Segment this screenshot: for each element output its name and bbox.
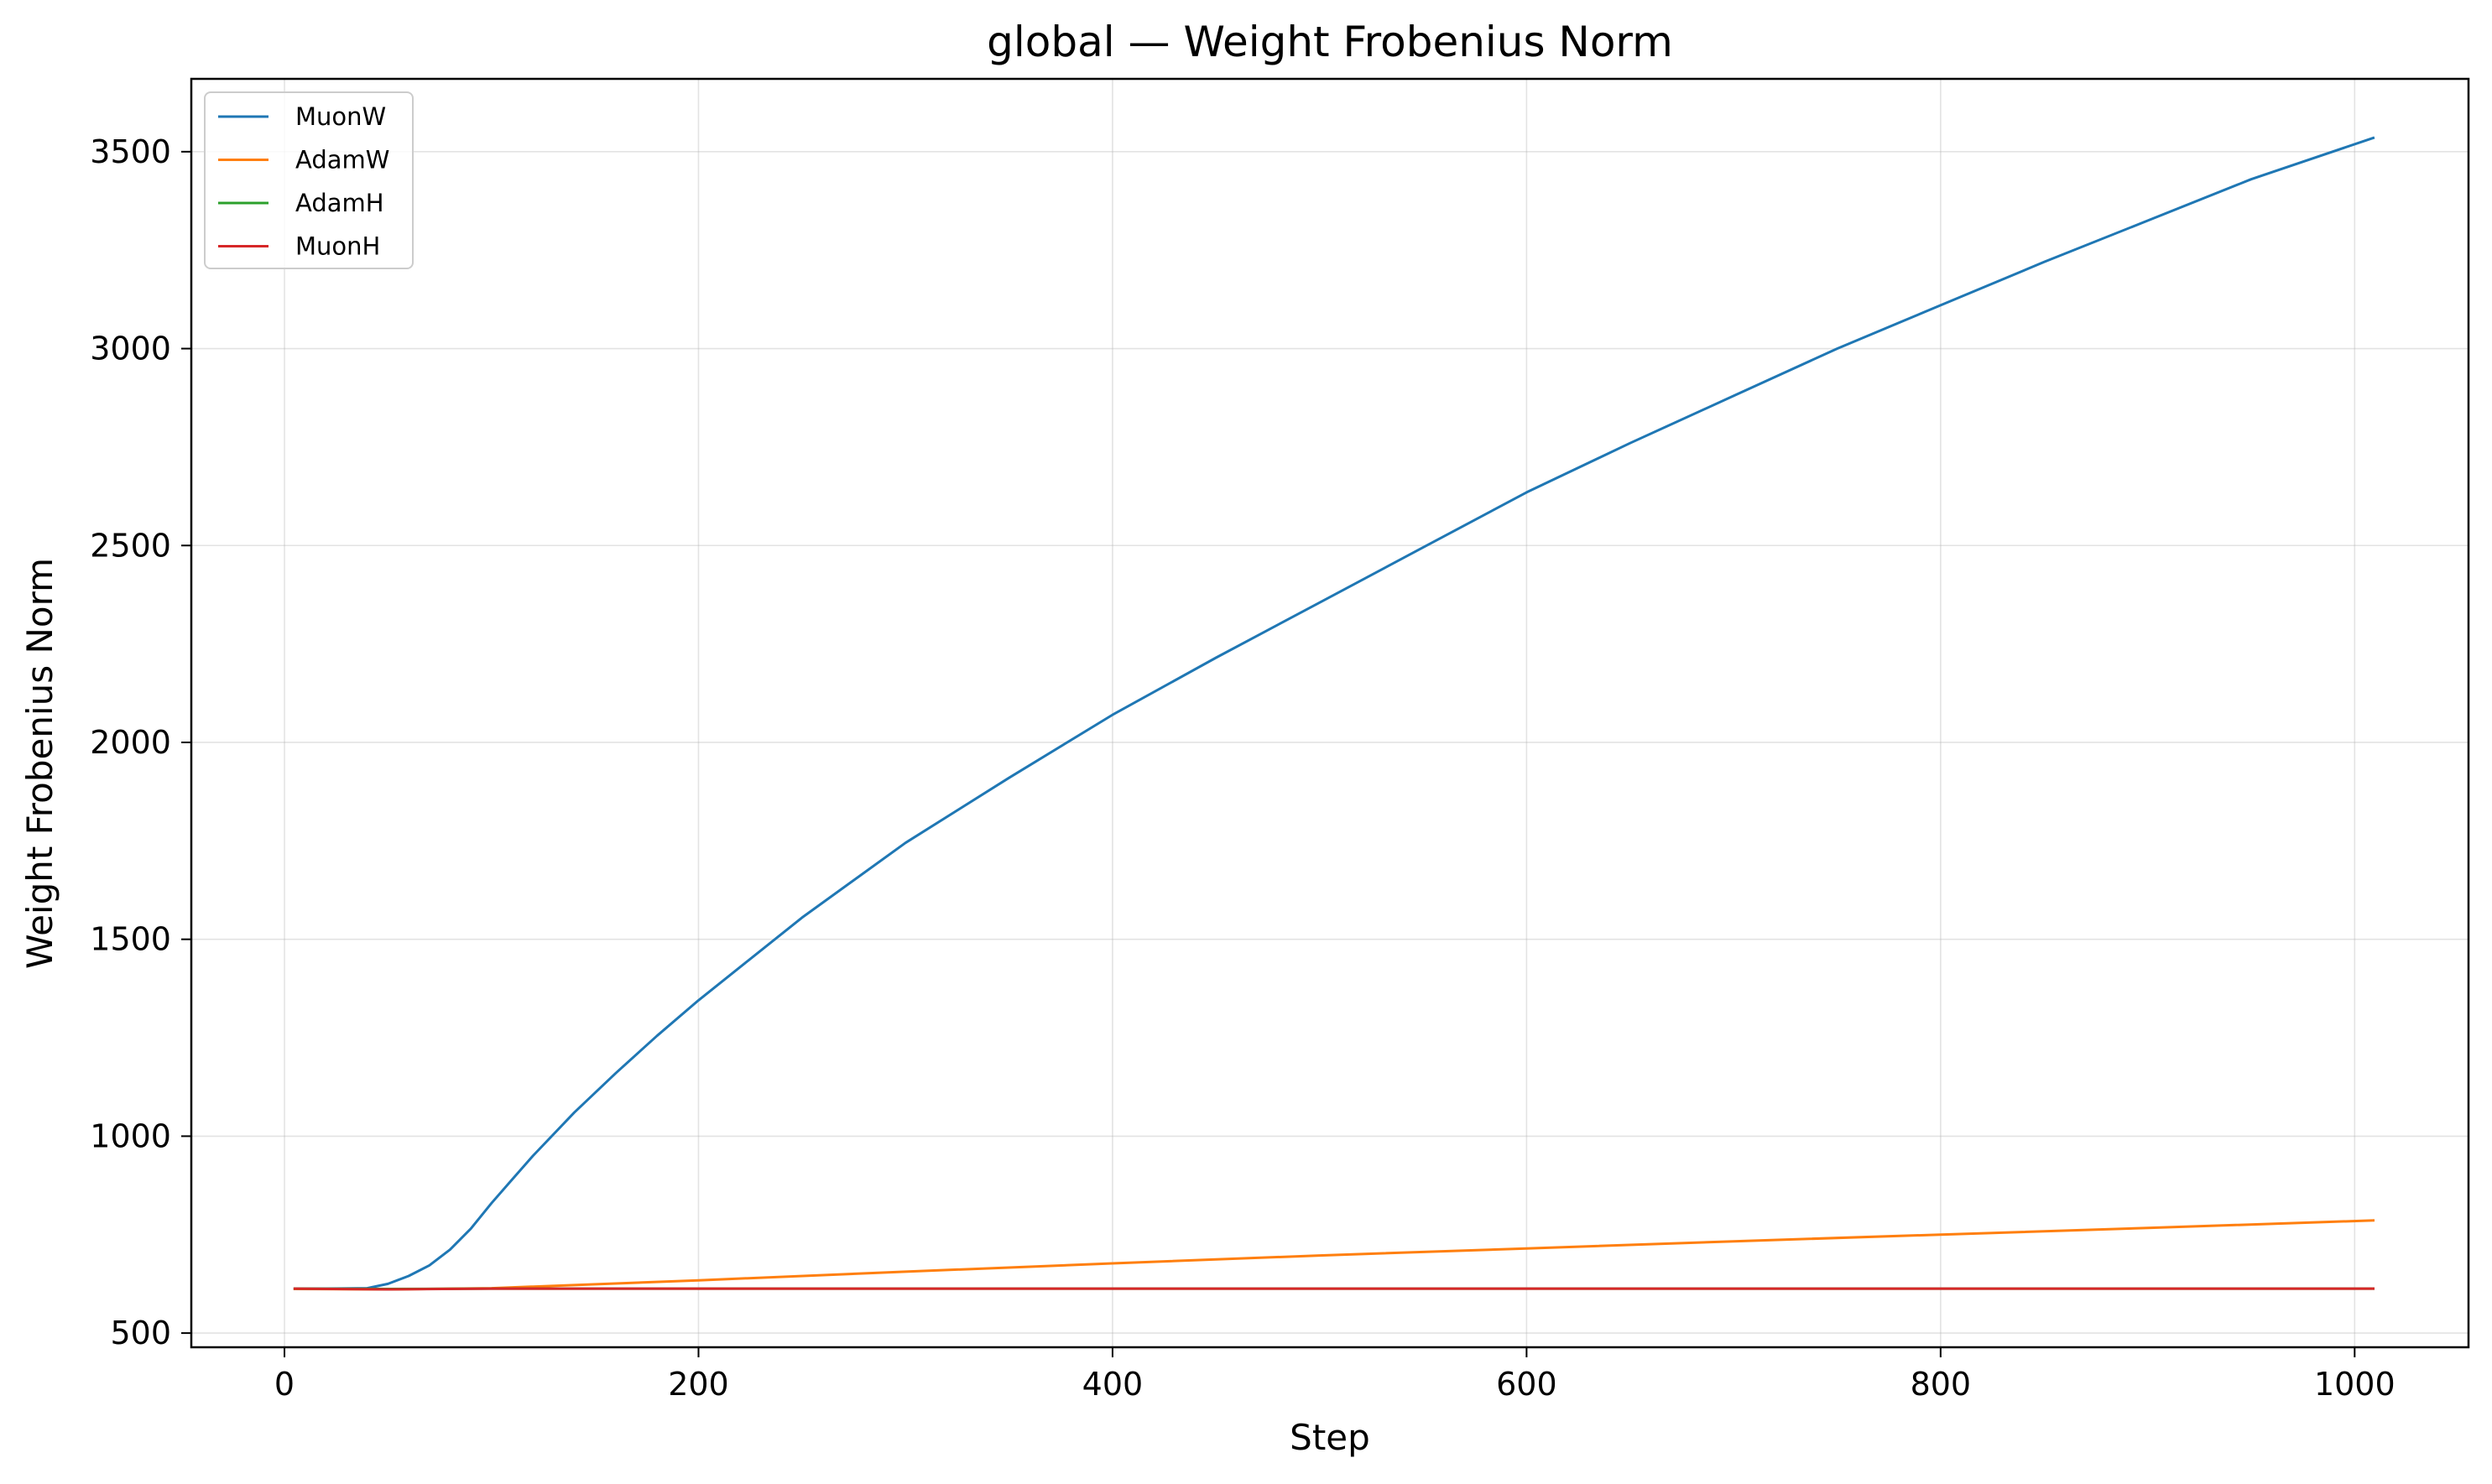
y-tick-label: 1000 [90,1117,171,1154]
x-tick-label: 600 [1496,1366,1557,1403]
legend-box [204,91,414,269]
y-tick-label: 1500 [90,921,171,958]
grid [191,79,2469,1347]
legend-label-muonh: MuonH [295,232,380,261]
legend-label-muonw: MuonW [295,102,386,131]
legend-label-adamw: AdamW [295,146,389,174]
plot-area-frame [190,77,2470,1349]
y-tick-label: 2500 [90,527,171,564]
series-group [293,136,2375,1291]
y-tick-label: 3500 [90,133,171,170]
x-tick-label: 0 [274,1366,295,1403]
ticks: 0 200 400 600 800 1000 500 1000 1500 2000 2500 3000… [90,133,2395,1403]
x-tick-label: 200 [668,1366,729,1403]
y-tick-label: 3000 [90,331,171,367]
legend-label-adamh: AdamH [295,189,384,217]
x-axis-label: Step [1290,1417,1370,1458]
x-tick-label: 1000 [2314,1366,2396,1403]
y-axis-label: Weight Frobenius Norm [19,558,60,969]
x-tick-label: 800 [1911,1366,1972,1403]
x-tick-label: 400 [1082,1366,1144,1403]
y-tick-label: 500 [110,1315,171,1351]
chart-title: global — Weight Frobenius Norm [987,18,1673,66]
y-tick-label: 2000 [90,724,171,761]
legend: MuonW AdamW AdamH MuonH [204,91,414,269]
